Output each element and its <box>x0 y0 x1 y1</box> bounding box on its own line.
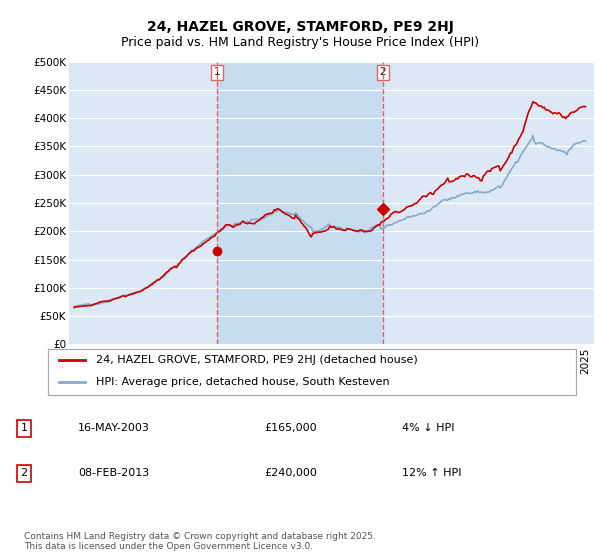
Text: 2: 2 <box>379 67 386 77</box>
Text: 16-MAY-2003: 16-MAY-2003 <box>78 423 150 433</box>
Text: 08-FEB-2013: 08-FEB-2013 <box>78 468 149 478</box>
Text: 24, HAZEL GROVE, STAMFORD, PE9 2HJ: 24, HAZEL GROVE, STAMFORD, PE9 2HJ <box>146 20 454 34</box>
Text: 2: 2 <box>20 468 28 478</box>
Text: Contains HM Land Registry data © Crown copyright and database right 2025.
This d: Contains HM Land Registry data © Crown c… <box>24 532 376 552</box>
Text: £240,000: £240,000 <box>264 468 317 478</box>
Text: 4% ↓ HPI: 4% ↓ HPI <box>402 423 455 433</box>
Text: £165,000: £165,000 <box>264 423 317 433</box>
Text: 1: 1 <box>214 67 220 77</box>
Text: Price paid vs. HM Land Registry's House Price Index (HPI): Price paid vs. HM Land Registry's House … <box>121 36 479 49</box>
Text: 1: 1 <box>20 423 28 433</box>
Bar <box>217 62 383 344</box>
Text: 24, HAZEL GROVE, STAMFORD, PE9 2HJ (detached house): 24, HAZEL GROVE, STAMFORD, PE9 2HJ (deta… <box>95 356 417 365</box>
Text: 12% ↑ HPI: 12% ↑ HPI <box>402 468 461 478</box>
Text: HPI: Average price, detached house, South Kesteven: HPI: Average price, detached house, Sout… <box>95 377 389 387</box>
